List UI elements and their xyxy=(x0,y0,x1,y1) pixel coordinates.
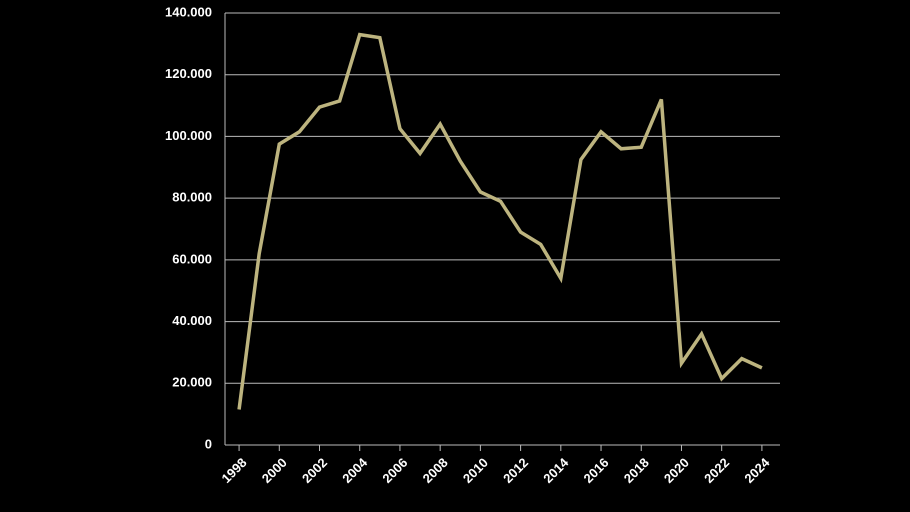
data-line xyxy=(237,32,763,410)
x-tick-label: 2006 xyxy=(379,455,410,486)
y-tick-label: 120.000 xyxy=(165,66,212,81)
x-tick-label: 2024 xyxy=(741,454,773,486)
x-tick-label: 2018 xyxy=(621,455,652,486)
y-tick-label: 60.000 xyxy=(172,251,212,266)
y-tick-label: 0 xyxy=(205,436,212,451)
x-tick-label: 2002 xyxy=(299,455,330,486)
y-tick-label: 40.000 xyxy=(172,313,212,328)
x-tick-label: 2010 xyxy=(460,455,491,486)
x-tick-label: 2016 xyxy=(581,455,612,486)
x-tick-label: 2008 xyxy=(420,455,451,486)
x-tick-label: 2014 xyxy=(540,454,572,486)
x-tick-label: 2012 xyxy=(500,455,531,486)
x-tick-label: 1998 xyxy=(219,455,250,486)
y-tick-label: 20.000 xyxy=(172,375,212,390)
y-tick-label: 100.000 xyxy=(165,128,212,143)
x-tick-label: 2020 xyxy=(661,455,692,486)
x-tick-label: 2000 xyxy=(259,455,290,486)
y-tick-label: 140.000 xyxy=(165,4,212,19)
x-tick-label: 2004 xyxy=(339,454,371,486)
y-tick-label: 80.000 xyxy=(172,190,212,205)
x-tick-label: 2022 xyxy=(701,455,732,486)
